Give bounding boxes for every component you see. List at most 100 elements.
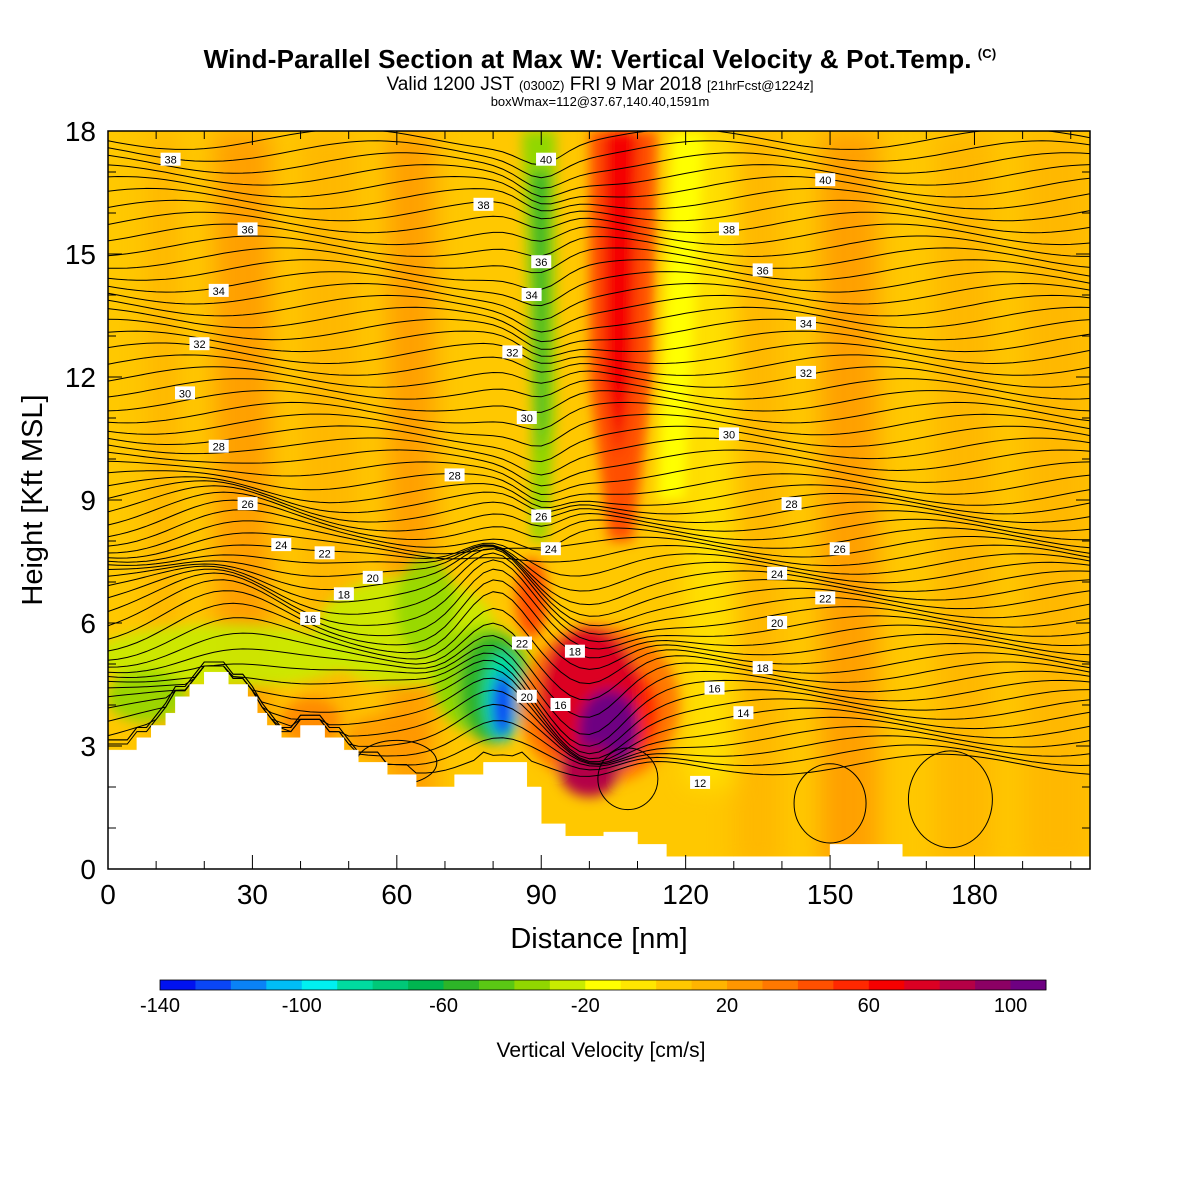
box-max-info: boxWmax=112@37.67,140.40,1591m <box>490 94 710 109</box>
colorbar-swatch <box>549 980 586 990</box>
terrain <box>107 671 1091 870</box>
contour-label-box <box>362 570 383 584</box>
contour-label-box <box>781 497 802 511</box>
theta-contour-line <box>108 437 1090 476</box>
colorbar-swatch <box>691 980 728 990</box>
contour-label: 36 <box>531 255 552 269</box>
contour-label-text: 24 <box>771 569 783 581</box>
contour-label-box <box>237 222 258 236</box>
contour-label-box <box>815 591 836 605</box>
contour-label-text: 16 <box>304 614 316 626</box>
contour-label-text: 30 <box>179 388 191 400</box>
colorbar-swatch <box>301 980 338 990</box>
contour-label: 24 <box>540 542 561 556</box>
contour-label-box <box>752 263 773 277</box>
colorbar-swatch <box>266 980 303 990</box>
colorbar-swatch <box>939 980 976 990</box>
contour-label: 26 <box>237 497 258 511</box>
contour-label-box <box>516 689 537 703</box>
contour-label: 30 <box>516 411 537 425</box>
contour-label-box <box>718 427 739 441</box>
contour-label: 34 <box>521 288 542 302</box>
theta-contour-line <box>108 544 1090 606</box>
contour-label-text: 32 <box>193 339 205 351</box>
contour-label-box <box>160 152 181 166</box>
contour-label-text: 22 <box>819 593 831 605</box>
contour-label-box <box>300 611 321 625</box>
field-band <box>820 131 879 869</box>
theta-contour-line <box>108 199 1090 222</box>
contour-label: 28 <box>444 468 465 482</box>
contour-label-box <box>516 411 537 424</box>
theta-contour-line <box>108 559 1090 643</box>
theta-contour-line <box>108 259 1090 290</box>
theta-contour-line <box>108 449 1090 487</box>
field-cell <box>347 712 428 763</box>
colorbar-tick-label: -20 <box>571 995 600 1017</box>
x-axis-label: Distance [nm] <box>510 923 687 955</box>
contour-label-text: 30 <box>521 413 533 425</box>
colorbar-swatch <box>585 980 622 990</box>
theta-contour-line <box>108 579 1090 659</box>
colorbar-swatch <box>514 980 551 990</box>
contour-label-box <box>795 365 816 379</box>
theta-contour-line <box>108 211 1090 234</box>
contour-label-box <box>502 345 523 359</box>
colorbar-tick-label: 20 <box>716 995 738 1017</box>
theta-contour-line <box>108 460 1090 496</box>
colorbar: -140 -100 -60 -20 20 60 100 Vertical Velocity [… <box>140 979 1047 1062</box>
contour-label-text: 22 <box>516 639 528 651</box>
theta-contour-line <box>108 354 1090 376</box>
y-tick-label: 0 <box>80 854 96 885</box>
contour-label-text: 16 <box>554 700 566 712</box>
theta-contour-line <box>108 665 1090 763</box>
contour-label: 28 <box>781 497 802 511</box>
colorbar-swatch <box>443 980 480 990</box>
colorbar-swatch <box>230 980 267 990</box>
contour-label: 36 <box>752 263 773 277</box>
theta-contour-line <box>108 318 1090 350</box>
contour-label-text: 26 <box>241 499 253 511</box>
field-cell <box>531 172 549 459</box>
contour-label-text: 26 <box>535 511 547 523</box>
contour-label-text: 34 <box>525 290 537 302</box>
contour-label-box <box>690 775 711 789</box>
x-tick-label: 60 <box>381 879 412 910</box>
forecast-info: [21hrFcst@1224z] <box>707 78 814 93</box>
colorbar-tick-label: 100 <box>994 995 1027 1017</box>
contour-label: 22 <box>314 546 335 560</box>
theta-contour-line <box>108 568 1090 650</box>
theta-contour-line <box>108 175 1090 205</box>
contour-label-box <box>511 636 532 650</box>
colorbar-swatch <box>727 980 763 990</box>
theta-contour-line <box>108 413 1090 447</box>
colorbar-tick-label: 60 <box>858 995 880 1017</box>
contour-label-text: 14 <box>737 708 749 720</box>
contour-label: 20 <box>362 570 383 585</box>
contour-label: 40 <box>815 173 836 187</box>
theta-contour-line <box>108 366 1090 388</box>
contour-label-text: 28 <box>448 470 460 482</box>
contour-label-box <box>314 546 335 560</box>
theta-contour-line <box>108 665 1090 764</box>
contour-label: 30 <box>718 427 739 441</box>
field-band <box>935 131 994 869</box>
theta-contour-line <box>108 546 1090 617</box>
theta-contour-line <box>108 401 1090 430</box>
colorbar-swatch <box>868 980 905 990</box>
contour-label-text: 40 <box>540 155 552 167</box>
contour-label-text: 18 <box>569 647 581 659</box>
theta-contour-line <box>597 747 659 811</box>
theta-contour-line <box>108 282 1090 321</box>
contour-label-text: 30 <box>723 429 735 441</box>
theta-contour-line <box>108 294 1090 333</box>
theta-contour-line <box>108 152 1090 189</box>
contour-label: 24 <box>767 566 788 581</box>
colorbar-swatch <box>975 980 1012 990</box>
valid-time: Valid 1200 JST <box>386 74 514 95</box>
theta-contour-line <box>108 634 1090 718</box>
contour-label-text: 34 <box>800 319 812 331</box>
contour-label: 38 <box>718 222 739 236</box>
contour-label-box <box>531 509 552 523</box>
theta-contour-line <box>108 164 1090 198</box>
